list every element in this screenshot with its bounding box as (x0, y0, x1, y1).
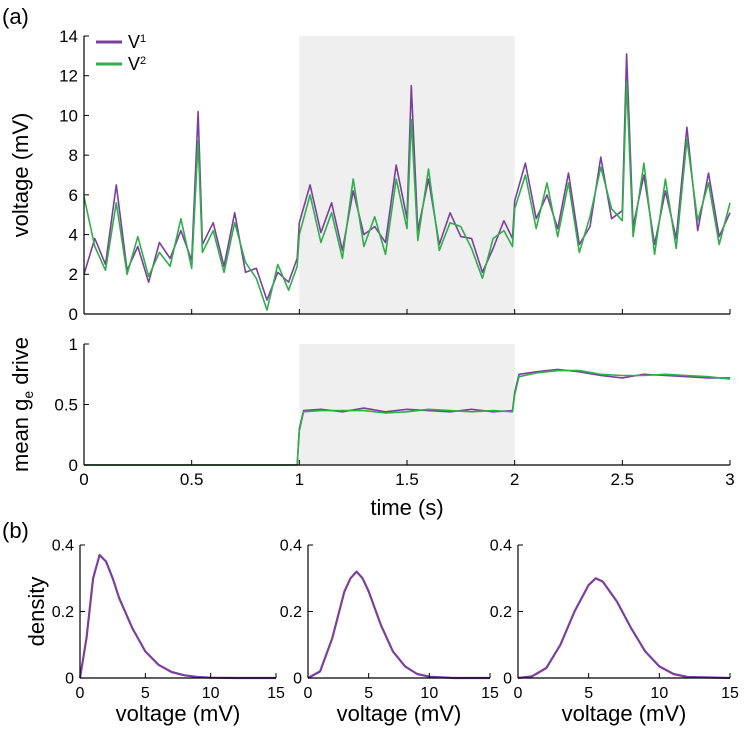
x-tick-label: 0 (76, 685, 85, 702)
series-line-v1 (517, 577, 731, 680)
x-tick-label: 10 (202, 685, 220, 702)
y-tick-label: 10 (59, 106, 78, 125)
ge-drive-axes: 0 0.5 1 0 0.5 1 1.5 2 2.5 3 mean ge drive time (s) (8, 335, 735, 520)
y-tick-label: 4 (69, 226, 78, 245)
x-axis-label: time (s) (370, 495, 443, 520)
panel-label-a: (a) (2, 4, 29, 29)
x-tick-label: 5 (364, 685, 373, 702)
y-tick-label: 6 (69, 186, 78, 205)
x-tick-label: 15 (267, 685, 285, 702)
panel-label-b: (b) (2, 518, 29, 543)
y-tick-label: 1 (69, 335, 78, 354)
shaded-interval (299, 344, 515, 465)
y-axis-label: density (24, 577, 49, 647)
y-tick-label: 0.4 (490, 538, 512, 555)
x-tick-label: 0 (304, 685, 313, 702)
density-axes-3: 0 0.2 0.4 0 5 10 15 voltage (mV) (490, 538, 739, 726)
x-tick-label: 0.5 (180, 470, 204, 489)
y-tick-label: 0.2 (490, 604, 512, 621)
x-tick-label: 3 (725, 470, 734, 489)
legend-label-subscript: 2 (140, 55, 146, 67)
x-tick-label: 10 (420, 685, 438, 702)
y-tick-label: 0.2 (52, 604, 74, 621)
x-tick-label: 5 (141, 685, 150, 702)
x-tick-label: 0 (79, 470, 88, 489)
x-tick-label: 5 (584, 685, 593, 702)
y-tick-label: 0.4 (52, 538, 74, 555)
series-line-v1 (78, 553, 276, 680)
density-axes-2: 0 0.2 0.4 0 5 10 15 voltage (mV) (280, 538, 499, 726)
x-axis-label: voltage (mV) (337, 701, 462, 726)
x-tick-label: 2 (510, 470, 519, 489)
legend-label-subscript: 1 (140, 33, 146, 45)
y-axis-label-tail: drive (8, 337, 33, 391)
y-tick-label: 2 (69, 265, 78, 284)
y-tick-label: 0 (293, 671, 302, 688)
y-tick-label: 0.4 (280, 538, 302, 555)
x-tick-label: 15 (481, 685, 499, 702)
y-tick-label: 0 (69, 305, 78, 324)
legend-label-2: V2 (128, 54, 146, 74)
y-axis-label-subscript: e (20, 391, 36, 399)
series-line-v2 (83, 80, 731, 311)
y-axis-label: mean ge drive (8, 337, 36, 472)
x-tick-label: 0 (514, 685, 523, 702)
series-line-v1 (307, 570, 490, 680)
y-tick-label: 0.5 (54, 395, 78, 414)
y-tick-label: 8 (69, 146, 78, 165)
x-axis-label: voltage (mV) (116, 701, 241, 726)
y-tick-label: 0 (503, 671, 512, 688)
x-tick-label: 2.5 (611, 470, 635, 489)
y-axis-label: voltage (mV) (8, 113, 33, 238)
legend-label-1: V1 (128, 32, 146, 52)
x-tick-label: 15 (721, 685, 739, 702)
y-tick-label: 12 (59, 67, 78, 86)
y-tick-label: 0 (69, 456, 78, 475)
y-tick-label: 14 (59, 27, 78, 46)
x-axis-label: voltage (mV) (562, 701, 687, 726)
y-tick-label: 0.2 (280, 604, 302, 621)
x-tick-label: 1.5 (395, 470, 419, 489)
x-tick-label: 1 (295, 470, 304, 489)
density-axes-1: 0 0.2 0.4 0 5 10 15 density voltage (mV) (24, 538, 285, 726)
series-line-v2 (84, 369, 731, 466)
x-tick-label: 10 (650, 685, 668, 702)
y-tick-label: 0 (65, 671, 74, 688)
